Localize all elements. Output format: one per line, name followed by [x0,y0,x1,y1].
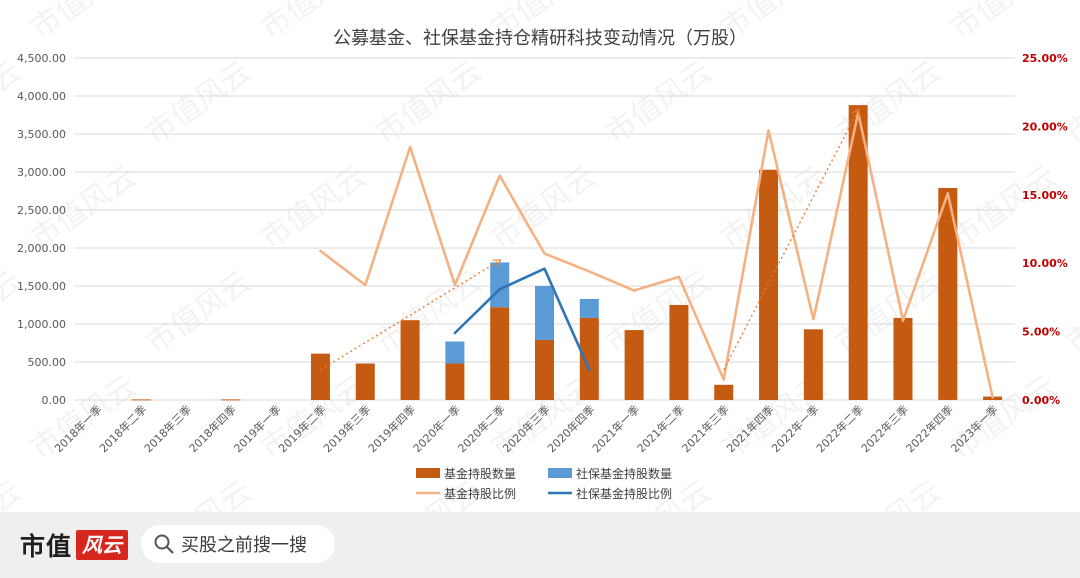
left-axis: 0.00 500.00 1,000.00 1,500.00 2,000.00 2,500.… [17,52,66,407]
left-tick-label: 3,500.00 [17,128,66,141]
bar-fund-shares [221,399,241,401]
legend-swatch [548,468,572,478]
watermark-text: 市值风云 [945,159,1063,256]
legend-label: 基金持股数量 [444,466,516,481]
watermark-text: 市值风云 [600,54,718,151]
x-tick-label: 2019年四季 [365,402,418,455]
right-tick-label: 25.00% [1022,52,1068,65]
bar-fund-shares [490,307,510,400]
x-tick-label: 2018年四季 [186,402,239,455]
watermark-text: 市值风云 [140,474,258,512]
right-axis: 0.00% 5.00% 10.00% 15.00% 20.00% 25.00% [1022,52,1068,407]
line-ssf-ratio [453,267,591,372]
watermark-text: 市值风云 [1060,264,1080,361]
right-tick-label: 0.00% [1022,394,1060,407]
bar-fund-shares [938,187,958,400]
watermark-text: 市值风云 [370,54,488,151]
brand-name: 市值 [20,532,73,561]
watermark-text: 市值风云 [0,474,28,512]
bar-fund-shares [893,317,913,400]
left-tick-label: 4,500.00 [17,52,66,65]
x-tick-label: 2022年四季 [903,402,956,455]
right-tick-label: 15.00% [1022,189,1068,202]
bar-fund-shares [759,169,779,400]
search-placeholder: 买股之前搜一搜 [181,535,307,556]
bar-fund-shares [669,305,689,400]
watermark-text: 市值风云 [485,159,603,256]
right-tick-label: 5.00% [1022,326,1060,339]
bar-fund-shares [131,399,151,401]
bar-fund-shares [579,317,599,400]
bar-fund-shares [445,363,465,400]
trend-arrow [320,260,499,371]
line-fund-ratio [319,111,994,399]
brand-logo[interactable]: 市值 风云 [20,528,129,562]
trend-arrows [320,110,858,371]
watermark-text: 市值风云 [945,369,1063,466]
bar-fund-shares [535,339,554,400]
left-tick-label: 1,500.00 [17,280,66,293]
left-tick-label: 500.00 [28,356,67,369]
left-tick-label: 1,000.00 [17,318,66,331]
bar-fund-shares [848,105,868,401]
x-tick-label: 2022年三季 [858,402,911,455]
x-tick-label: 2021年二季 [634,402,687,455]
chart-card: 市值风云 市值风云 市值风云 市值风云 市值风云 市值风云 市值风云 市值风云 市值风云 市值风云… [0,0,1080,512]
bar-ssf-shares [490,262,510,308]
watermark-text: 市值风云 [600,264,718,361]
x-tick-label: 2018年三季 [141,402,194,455]
watermark-text: 市值风云 [830,264,948,361]
bar-fund-shares [624,330,644,400]
legend-label: 基金持股比例 [444,486,516,501]
left-tick-label: 0.00 [42,394,67,407]
x-tick-label: 2021年一季 [589,402,642,455]
bar-fund-shares [803,329,823,400]
brand-badge: 风云 [76,530,129,560]
left-tick-label: 3,000.00 [17,166,66,179]
trend-arrow [723,110,858,371]
right-tick-label: 20.00% [1022,120,1068,133]
search-box[interactable]: 买股之前搜一搜 [141,525,335,563]
watermark-text: 市值风云 [25,0,143,47]
left-tick-label: 2,500.00 [17,204,66,217]
right-tick-label: 10.00% [1022,257,1068,270]
watermark-text: 市值风云 [140,54,258,151]
bar-fund-shares [400,320,420,400]
bar-fund-shares [355,363,375,400]
left-tick-label: 4,000.00 [17,90,66,103]
watermark-text: 市值风云 [255,159,373,256]
search-icon [154,534,174,554]
bar-ssf-shares [535,286,554,340]
watermark-text: 市值风云 [140,264,258,361]
watermark-text: 市值风云 [830,474,948,512]
bars [131,105,1003,401]
bar-fund-shares [310,353,330,400]
chart-title: 公募基金、社保基金持仓精研科技变动情况（万股） [333,28,747,49]
bar-ssf-shares [579,298,599,318]
watermark-text: 市值风云 [1060,474,1080,512]
legend-swatch [416,468,440,478]
legend-label: 社保基金持股数量 [576,466,672,481]
bar-ssf-shares [445,341,465,364]
x-tick-label: 2020年一季 [410,402,463,455]
watermark-text: 市值风云 [1060,54,1080,151]
legend-label: 社保基金持股比例 [576,486,672,501]
lines [319,111,994,399]
left-tick-label: 2,000.00 [17,242,66,255]
watermark-text: 市值风云 [830,54,948,151]
bar-fund-shares [714,384,734,400]
x-tick-label: 2022年二季 [813,402,866,455]
watermark-text: 市值风云 [0,264,28,361]
watermark-text: 市值风云 [945,0,1063,47]
bottom-bar: 市值 风云 买股之前搜一搜 [0,512,1080,578]
